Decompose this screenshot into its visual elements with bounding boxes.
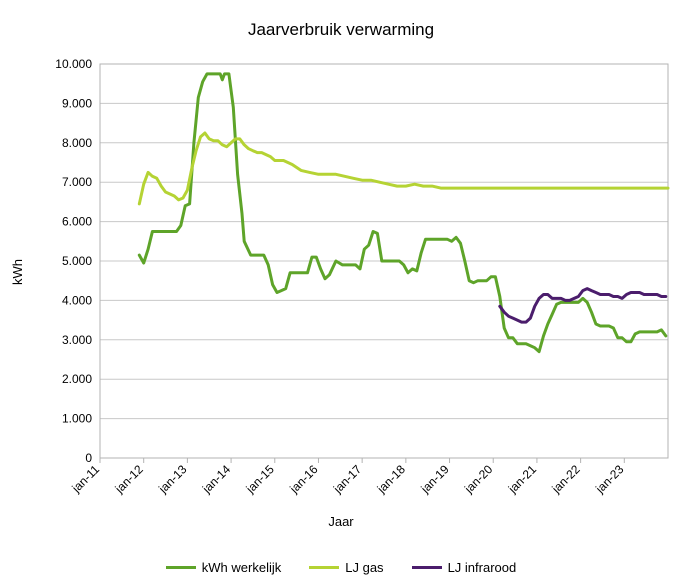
- series-line: [498, 287, 668, 324]
- x-tick-label: jan-13: [155, 462, 189, 496]
- series-line: [137, 131, 670, 206]
- x-tick-label: jan-15: [243, 462, 277, 496]
- x-tick-label: jan-20: [461, 462, 495, 496]
- legend-item: LJ gas: [309, 560, 384, 575]
- x-tick-label: jan-19: [417, 462, 451, 496]
- y-tick-label: 7.000: [62, 175, 92, 189]
- series-line: [137, 72, 668, 354]
- legend-swatch: [165, 566, 196, 569]
- legend-item: kWh werkelijk: [165, 560, 282, 575]
- y-tick-label: 2.000: [62, 372, 92, 386]
- x-tick-label: jan-14: [199, 462, 233, 496]
- plot-area: [99, 63, 669, 459]
- x-tick-label: jan-12: [112, 462, 146, 496]
- y-tick-label: 3.000: [62, 333, 92, 347]
- legend-label: LJ infrarood: [447, 560, 517, 575]
- y-tick-label: 10.000: [55, 57, 92, 71]
- x-tick-label: jan-16: [286, 462, 320, 496]
- legend: kWh werkelijk LJ gas LJ infrarood: [0, 560, 682, 575]
- legend-swatch: [309, 566, 340, 569]
- y-tick-label: 6.000: [62, 215, 92, 229]
- chart-title: Jaarverbruik verwarming: [247, 20, 435, 39]
- y-tick-label: 5.000: [62, 254, 92, 268]
- y-tick-label: 0: [85, 451, 92, 465]
- y-tick-label: 9.000: [62, 96, 92, 110]
- y-tick-label: 8.000: [62, 136, 92, 150]
- x-tick-label: jan-18: [374, 462, 408, 496]
- x-tick-label: jan-11: [69, 462, 103, 496]
- y-axis-label: kWh: [10, 259, 25, 285]
- y-tick-label: 1.000: [62, 412, 92, 426]
- legend-label: LJ gas: [345, 560, 384, 575]
- legend-label: kWh werkelijk: [201, 560, 282, 575]
- legend-swatch: [411, 566, 442, 569]
- x-tick-label: jan-22: [549, 462, 583, 496]
- x-tick-label: jan-17: [330, 462, 364, 496]
- x-tick-label: jan-23: [592, 462, 626, 496]
- legend-item: LJ infrarood: [411, 560, 517, 575]
- y-tick-label: 4.000: [62, 293, 92, 307]
- x-axis-label: Jaar: [328, 514, 354, 529]
- x-tick-label: jan-21: [505, 462, 539, 496]
